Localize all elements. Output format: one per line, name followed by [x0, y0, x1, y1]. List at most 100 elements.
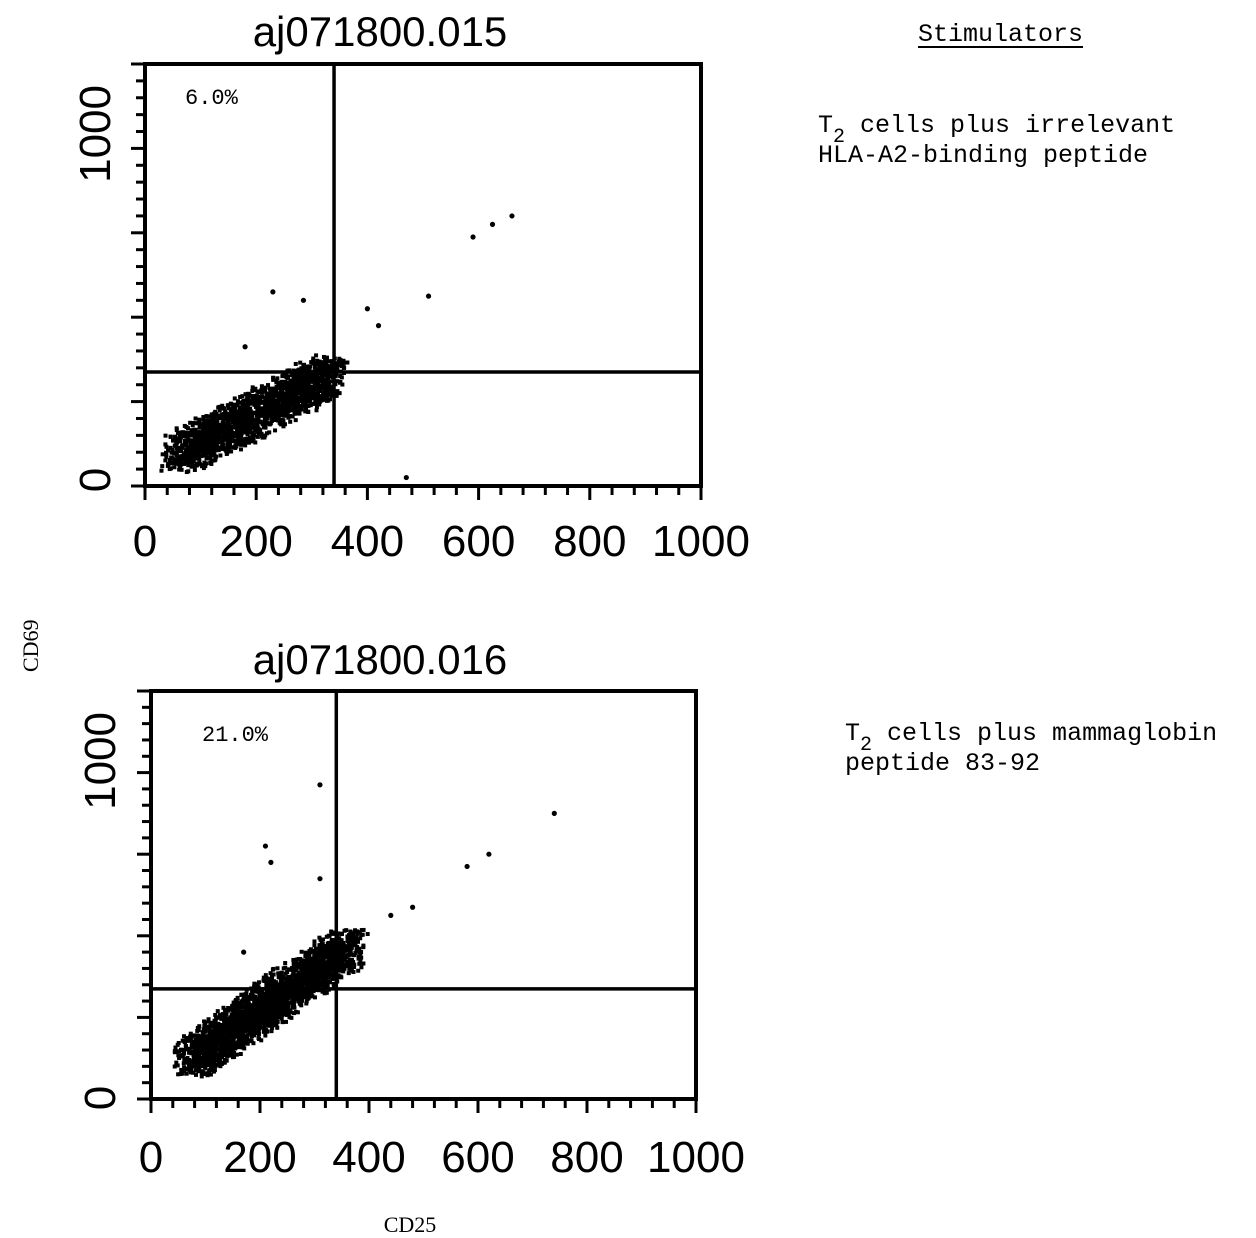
event-dot — [301, 379, 306, 384]
event-dot — [252, 981, 257, 986]
event-dot — [183, 456, 188, 461]
event-dot — [335, 379, 340, 384]
event-dot — [229, 418, 234, 423]
event-dot — [303, 980, 308, 985]
event-dot — [264, 413, 269, 418]
event-dot — [194, 1040, 199, 1045]
event-dot — [229, 402, 234, 407]
event-dot — [316, 983, 321, 988]
event-dot — [226, 418, 231, 423]
event-dot — [168, 466, 173, 471]
event-dot — [337, 380, 342, 385]
event-dot — [232, 431, 237, 436]
event-dot — [311, 374, 316, 379]
event-dot — [174, 442, 179, 447]
event-dot — [279, 410, 284, 415]
event-dot — [206, 1019, 211, 1024]
event-dot — [276, 414, 281, 419]
stimulators-heading: Stimulators — [918, 20, 1084, 49]
event-dot — [265, 1004, 270, 1009]
event-dot — [305, 996, 310, 1001]
event-dot — [229, 1048, 234, 1053]
event-dot — [208, 1053, 213, 1058]
event-dot — [219, 1038, 224, 1043]
event-dot — [249, 421, 254, 426]
event-dot — [238, 394, 243, 399]
event-dot — [274, 1022, 279, 1027]
event-dot — [347, 933, 352, 938]
event-dot — [218, 406, 223, 411]
event-dot — [345, 934, 350, 939]
event-dot — [204, 461, 209, 466]
event-dot — [251, 436, 256, 441]
event-dot — [177, 1056, 182, 1061]
event-dot — [216, 1031, 221, 1036]
event-dot — [292, 407, 297, 412]
event-dot — [197, 458, 202, 463]
event-dot — [304, 1001, 309, 1006]
event-dot — [291, 997, 296, 1002]
event-dot — [224, 1058, 229, 1063]
event-dot — [269, 388, 274, 393]
event-dot — [264, 1001, 269, 1006]
event-dot — [262, 999, 267, 1004]
event-dot — [206, 421, 211, 426]
event-dot — [211, 442, 216, 447]
event-dot — [250, 385, 255, 390]
event-dot — [281, 406, 286, 411]
event-dot — [189, 430, 194, 435]
event-dot — [250, 1031, 255, 1036]
event-dot — [314, 969, 319, 974]
event-dot — [315, 380, 320, 385]
event-dot — [176, 431, 181, 436]
event-dot — [308, 975, 313, 980]
event-dot — [268, 996, 273, 1001]
event-dot — [276, 400, 281, 405]
event-dot — [277, 381, 282, 386]
event-dot — [288, 974, 293, 979]
event-dot — [195, 1057, 200, 1062]
event-dot — [303, 992, 308, 997]
event-dot — [334, 393, 339, 398]
event-dot — [226, 406, 231, 411]
event-dot — [197, 1062, 202, 1067]
event-dot — [258, 411, 263, 416]
event-dot — [203, 464, 208, 469]
event-dot — [263, 433, 268, 438]
event-dot — [251, 994, 256, 999]
event-dot — [204, 456, 209, 461]
event-dot — [299, 366, 304, 371]
event-dot — [214, 454, 219, 459]
event-dot — [318, 974, 323, 979]
event-dot — [245, 405, 250, 410]
event-dot — [185, 1038, 190, 1043]
event-dot — [284, 1019, 289, 1024]
event-dot — [355, 929, 360, 934]
event-dot — [219, 446, 224, 451]
plot-1-axis-ticks: 0 200 400 600 800 1000 0 1000 — [71, 62, 750, 566]
event-dot — [273, 407, 278, 412]
event-dot — [243, 392, 248, 397]
event-dot — [276, 983, 281, 988]
event-dot — [194, 1072, 199, 1077]
event-dot — [188, 456, 193, 461]
event-dot — [198, 447, 203, 452]
event-dot — [308, 364, 313, 369]
event-dot — [288, 398, 293, 403]
event-dot — [233, 998, 238, 1003]
event-dot — [267, 430, 272, 435]
event-dot — [206, 1017, 211, 1022]
event-dot — [303, 402, 308, 407]
x-tick-label: 800 — [553, 517, 626, 566]
event-dot — [294, 967, 299, 972]
event-dot — [200, 1050, 205, 1055]
event-dot — [261, 1029, 266, 1034]
event-dot — [294, 381, 299, 386]
event-dot — [227, 1034, 232, 1039]
event-dot — [330, 976, 335, 981]
event-dot — [267, 1018, 272, 1023]
event-dot — [249, 401, 254, 406]
event-dot — [325, 947, 330, 952]
event-dot — [260, 1006, 265, 1011]
